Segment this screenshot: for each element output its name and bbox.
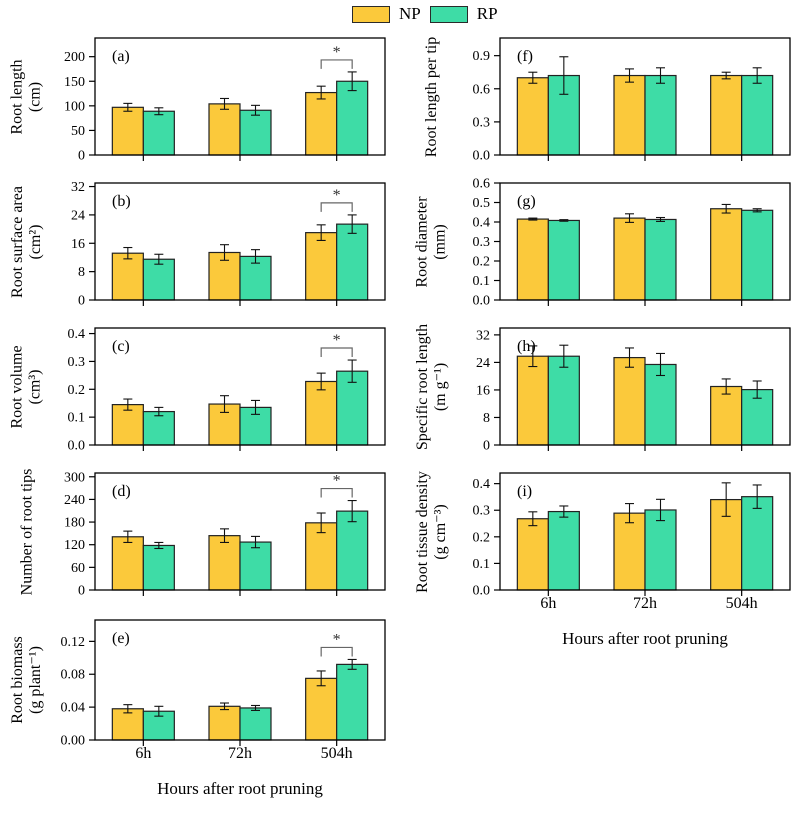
panel-g-ylabel: Root diameter (mm) [414,195,449,288]
panel-e-ylabel: Root biomass (g plant⁻¹) [9,636,44,724]
svg-text:120: 120 [64,538,85,553]
xaxis-title-left: Hours after root pruning [157,779,323,798]
svg-text:(d): (d) [112,483,131,500]
panel-i-ylabel: Root tissue density (g cm⁻³) [414,470,449,593]
panel-h-plot: 0 8 16 24 32 (h) [476,327,791,454]
svg-text:0.3: 0.3 [473,115,491,130]
svg-text:(c): (c) [112,338,130,355]
svg-text:0: 0 [483,439,490,454]
svg-text:60: 60 [71,561,85,576]
svg-text:*: * [333,44,341,61]
svg-text:(h): (h) [517,338,536,355]
panel-b-plot: 0 8 16 24 32 * (b) [71,180,386,309]
svg-text:300: 300 [64,470,85,485]
panel-d-plot: 0 60 120 180 240 300 * (d) [64,470,386,599]
xtick-504h: 504h [725,595,758,612]
svg-text:50: 50 [71,124,85,139]
svg-text:100: 100 [64,99,85,114]
svg-text:32: 32 [476,328,490,343]
svg-text:240: 240 [64,493,85,508]
svg-text:0.1: 0.1 [473,557,491,572]
panel-d-ylabel: Number of root tips [18,468,35,595]
svg-text:0.6: 0.6 [473,177,491,192]
svg-text:0.4: 0.4 [473,477,491,492]
svg-text:(b): (b) [112,193,131,210]
svg-text:0.9: 0.9 [473,49,491,64]
svg-text:0.6: 0.6 [473,82,491,97]
panel-g-plot: 0.0 0.1 0.2 0.3 0.4 0.5 0.6 (g) [473,177,791,309]
svg-text:24: 24 [476,356,490,371]
xaxis-title-right: Hours after root pruning [562,629,728,648]
svg-text:0.2: 0.2 [473,255,491,270]
panel-h-ylabel: Specific root length (m g⁻¹) [414,323,449,450]
svg-text:0.2: 0.2 [68,383,86,398]
svg-text:0.3: 0.3 [473,235,491,250]
svg-text:32: 32 [71,180,85,195]
legend-label-np: NP [399,4,421,23]
svg-text:0.2: 0.2 [473,530,491,545]
legend: NP RP [352,4,498,24]
svg-text:(i): (i) [517,483,532,500]
svg-text:150: 150 [64,75,85,90]
svg-text:0: 0 [78,294,85,309]
svg-text:0.3: 0.3 [473,504,491,519]
svg-text:0.08: 0.08 [61,668,86,683]
panel-c-plot: 0.0 0.1 0.2 0.3 0.4 * (c) [68,327,386,454]
svg-text:*: * [333,473,341,490]
svg-text:0.1: 0.1 [68,411,86,426]
xtick-72h: 72h [633,595,657,612]
xaxis-categories-right: 6h 72h 504h [500,595,790,615]
svg-text:16: 16 [476,383,490,398]
svg-text:24: 24 [71,208,85,223]
svg-text:8: 8 [483,411,490,426]
svg-text:(g): (g) [517,193,536,210]
panel-a-plot: 0 50 100 150 200 * (a) [64,37,386,164]
xtick-504h: 504h [320,745,353,762]
svg-text:0: 0 [78,149,85,164]
svg-text:0.0: 0.0 [473,149,491,164]
svg-text:0.00: 0.00 [61,734,86,749]
panel-e-plot: 0.00 0.04 0.08 0.12 * (e) [61,619,386,749]
legend-swatch-rp [429,5,468,23]
svg-text:200: 200 [64,50,85,65]
svg-text:*: * [333,631,341,648]
svg-text:*: * [333,187,341,204]
svg-text:0.0: 0.0 [473,584,491,599]
legend-swatch-np [352,5,390,23]
svg-text:8: 8 [78,265,85,280]
svg-text:0.12: 0.12 [61,635,86,650]
svg-text:0.5: 0.5 [473,196,491,211]
svg-text:0.04: 0.04 [61,701,86,716]
svg-text:0.3: 0.3 [68,355,86,370]
svg-text:0.4: 0.4 [68,327,86,342]
svg-text:0: 0 [78,584,85,599]
svg-text:(f): (f) [517,48,533,65]
xtick-6h: 6h [135,745,152,762]
svg-text:*: * [333,332,341,349]
svg-text:0.0: 0.0 [473,294,491,309]
svg-text:(a): (a) [112,48,130,65]
panel-f-ylabel: Root length per tip [423,36,440,157]
panel-a-ylabel: Root length (cm) [9,58,45,135]
svg-text:(e): (e) [112,630,130,647]
legend-label-rp: RP [476,4,498,23]
xaxis-categories-left: 6h 72h 504h [95,745,385,765]
xtick-72h: 72h [228,745,252,762]
svg-text:0.1: 0.1 [473,274,491,289]
svg-text:16: 16 [71,237,85,252]
panel-i-plot: 0.0 0.1 0.2 0.3 0.4 (i) [473,472,791,599]
svg-text:0.4: 0.4 [473,216,491,231]
svg-text:0.0: 0.0 [68,439,86,454]
xtick-6h: 6h [540,595,557,612]
svg-text:180: 180 [64,516,85,531]
panel-b-ylabel: Root surface area (cm²) [9,185,44,298]
panel-f-plot: 0.0 0.3 0.6 0.9 (f) [473,37,791,164]
panel-c-ylabel: Root volume (cm³) [9,344,45,429]
